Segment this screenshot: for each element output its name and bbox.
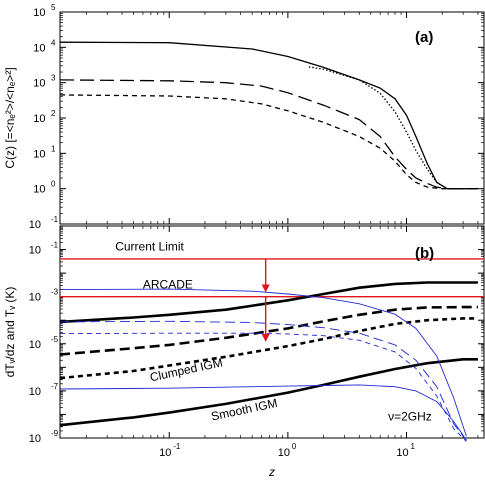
x-tick-label: 10 xyxy=(159,447,171,459)
limit-arrow-head xyxy=(261,284,270,293)
y-tick-exponent: -7 xyxy=(51,382,59,391)
limit-arrow-head xyxy=(261,333,270,342)
y-tick-label: 10 xyxy=(33,184,45,196)
series-line xyxy=(59,41,478,190)
y-tick-label: 10 xyxy=(33,42,45,54)
series-line xyxy=(308,66,478,190)
y-tick-exponent: 0 xyxy=(51,180,56,189)
y-tick-exponent: 2 xyxy=(51,109,56,118)
panel-b-frame xyxy=(59,225,485,439)
series-line xyxy=(59,332,467,442)
panel-a-series xyxy=(59,41,478,190)
panel-b-ylabel: dTᵥ/dz and Tᵥ (K) xyxy=(3,287,17,378)
y-tick-exponent: -3 xyxy=(51,288,59,297)
series-line xyxy=(59,384,467,441)
x-tick-label: 10 xyxy=(278,447,290,459)
y-tick-exponent: -1 xyxy=(51,215,59,224)
panel-b-limit-lines xyxy=(60,258,484,298)
series-line xyxy=(59,94,478,190)
panel-a: 10 -1 10 0 10 1 10 2 10 3 10 4 10 5 (a) C(z) [=<nₑ²>/… xyxy=(3,3,485,231)
x-tick-exponent: 0 xyxy=(292,442,297,451)
y-tick-exponent: 4 xyxy=(51,38,56,47)
y-tick-label: 10 xyxy=(33,113,45,125)
y-tick-exponent: 1 xyxy=(51,144,56,153)
y-tick-label: 10 xyxy=(29,339,41,351)
x-tick-exponent: -1 xyxy=(173,442,181,451)
x-tick-label: 10 xyxy=(396,447,408,459)
y-tick-label: 10 xyxy=(29,386,41,398)
y-tick-exponent: 3 xyxy=(51,74,56,83)
y-tick-label: 10 xyxy=(29,433,41,445)
panel-b-arrows xyxy=(261,258,270,342)
y-tick-label: 10 xyxy=(33,78,45,90)
series-line xyxy=(59,281,478,324)
y-tick-label: 10 xyxy=(33,7,45,19)
series-line xyxy=(59,79,478,190)
y-tick-label: 10 xyxy=(29,245,41,257)
y-tick-exponent: -1 xyxy=(51,241,59,250)
panel-b-tag: (b) xyxy=(415,245,434,262)
series-line xyxy=(59,320,467,441)
y-tick-label: 10 xyxy=(29,292,41,304)
panel-b-xlabel: z xyxy=(268,465,275,479)
series-line xyxy=(59,305,478,356)
panel-a-ylabel: C(z) [=<nₑ²>/<nₑ>²] xyxy=(3,67,17,168)
y-tick-label: 10 xyxy=(29,219,41,231)
panel-a-ticks: 10 -1 10 0 10 1 10 2 10 3 10 4 10 5 xyxy=(29,3,484,231)
x-tick-exponent: 1 xyxy=(411,442,416,451)
annotation-label: Clumped IGM xyxy=(149,355,224,384)
annotation-label: ARCADE xyxy=(143,278,193,292)
y-tick-exponent: 5 xyxy=(51,3,56,12)
y-tick-exponent: -5 xyxy=(51,335,59,344)
annotation-label: ν=2GHz xyxy=(388,410,432,424)
panel-a-tag: (a) xyxy=(415,29,433,46)
annotation-label: Current Limit xyxy=(115,240,184,254)
panel-b-series xyxy=(59,281,478,442)
y-tick-exponent: -9 xyxy=(51,429,59,438)
series-line xyxy=(59,288,467,437)
y-tick-label: 10 xyxy=(33,148,45,160)
